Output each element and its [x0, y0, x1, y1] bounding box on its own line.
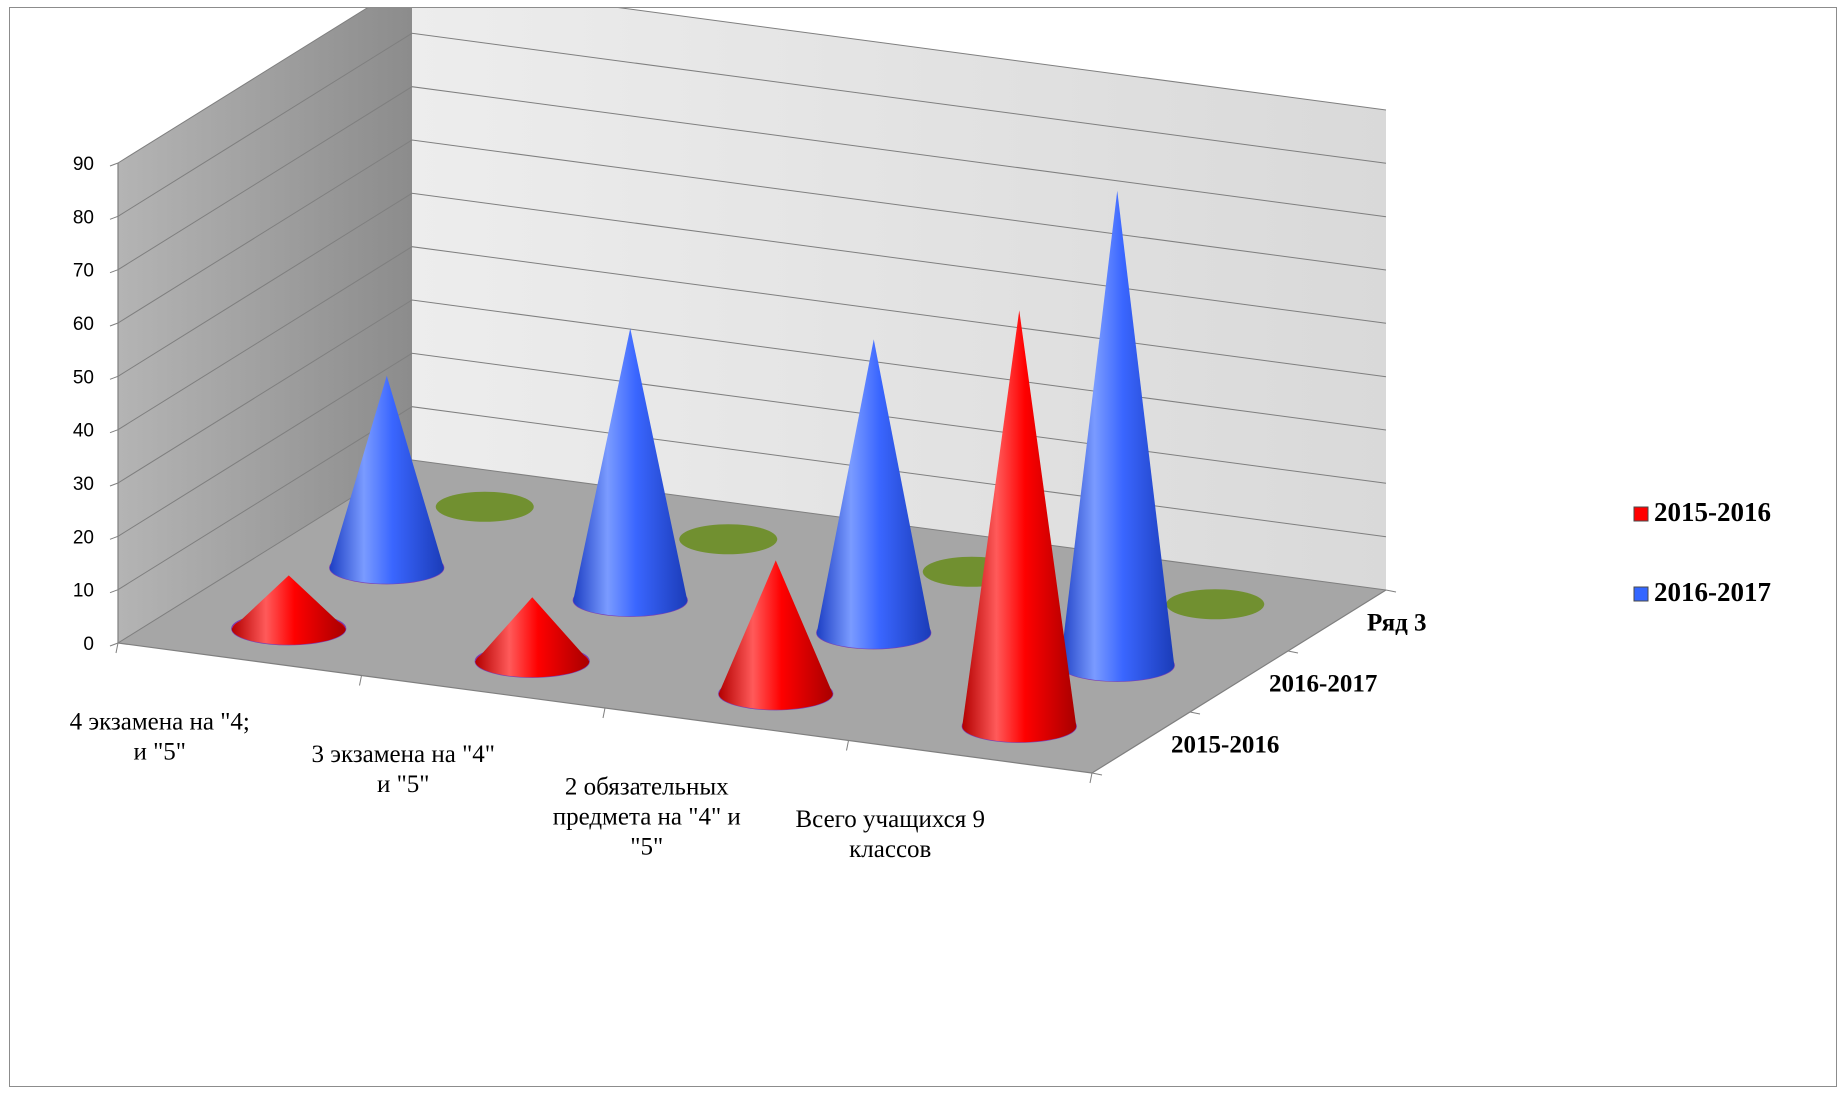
- depth-tick-mark: [1385, 589, 1397, 593]
- y-tick-label: 90: [73, 154, 94, 175]
- cone-2015-2016-3: [718, 560, 834, 711]
- x-category-label-line: Всего учащихся 9: [796, 806, 985, 833]
- gridline: [117, 352, 1387, 537]
- cone-chart-3d: 0 10 20 30 40 50 60 70 80 90 4 экзамена на "4; и "5…: [70, 8, 1771, 863]
- cone-body: [231, 575, 346, 645]
- x-tick-mark: [602, 707, 606, 719]
- x-tick-mark: [115, 642, 119, 654]
- x-category-label-line: и "5": [133, 738, 186, 765]
- cone-marks: [231, 190, 1265, 743]
- cone-2016-2017-2: [572, 328, 688, 617]
- y-tick-mark: [109, 482, 119, 487]
- y-tick-mark: [109, 215, 119, 220]
- cone-body: [718, 560, 833, 710]
- y-tick-label: 70: [73, 261, 94, 282]
- y-tick-label: 60: [73, 314, 94, 335]
- y-tick-label: 50: [73, 367, 94, 388]
- gridline: [117, 459, 1387, 644]
- cone-2016-2017-4: [1059, 190, 1175, 682]
- y-tick-label: 10: [73, 581, 94, 602]
- gridline: [117, 192, 1387, 377]
- y-tick-mark: [109, 642, 119, 647]
- gridline: [117, 406, 1387, 591]
- x-category-label-line: предмета на "4" и: [553, 803, 741, 830]
- legend-label: 2016-2017: [1654, 577, 1771, 607]
- cone-base-flat: [679, 524, 778, 555]
- cone-2016-2017-3: [816, 339, 932, 650]
- depth-tick-mark: [1091, 772, 1103, 776]
- x-category-label-line: классов: [849, 836, 931, 863]
- axis-labels: 0 10 20 30 40 50 60 70 80 90 4 экзамена на "4; и "5…: [70, 154, 1427, 863]
- depth-tick-mark: [1189, 711, 1201, 715]
- x-category-label: 3 экзамена на "4" и "5": [311, 741, 495, 798]
- depth-tick-mark: [1287, 650, 1299, 654]
- depth-axis-line: [1091, 589, 1387, 774]
- cone-body: [816, 339, 931, 649]
- legend-swatch: [1633, 586, 1649, 602]
- cone-Ряд 3-2: [679, 524, 778, 555]
- left-wall: [118, 8, 412, 643]
- x-tick-mark: [846, 740, 849, 751]
- x-category-label-line: 2 обязательных: [565, 773, 729, 800]
- cone-body: [475, 597, 590, 678]
- x-category-label-line: 4 экзамена на "4;: [70, 708, 250, 735]
- y-tick-label: 0: [83, 634, 94, 655]
- y-tick-mark: [109, 269, 119, 274]
- x-category-label: Всего учащихся 9 классов: [796, 806, 985, 863]
- cone-2015-2016-1: [231, 575, 347, 646]
- cone-Ряд 3-4: [1166, 589, 1265, 620]
- x-tick-mark: [359, 675, 362, 686]
- axes: [109, 162, 1397, 784]
- x-category-label-line: 3 экзамена на "4": [311, 741, 495, 768]
- y-tick-mark: [109, 162, 119, 167]
- cone-2015-2016-4: [961, 310, 1077, 743]
- cone-base-flat: [1166, 589, 1265, 620]
- chart-frame: 0 10 20 30 40 50 60 70 80 90 4 экзамена на "4; и "5…: [9, 7, 1837, 1087]
- gridline: [117, 246, 1387, 431]
- cone-body: [962, 310, 1077, 743]
- x-category-label: 4 экзамена на "4; и "5": [70, 708, 250, 765]
- y-tick-label: 80: [73, 207, 94, 228]
- gridline: [117, 32, 1387, 217]
- y-tick-label: 20: [73, 527, 94, 548]
- y-tick-mark: [109, 375, 119, 380]
- gridline: [117, 299, 1387, 484]
- y-tick-label: 30: [73, 474, 94, 495]
- x-category-label-line: и "5": [377, 771, 430, 798]
- y-tick-label: 40: [73, 421, 94, 442]
- y-tick-mark: [109, 589, 119, 594]
- cone-body: [1060, 190, 1175, 682]
- cone-Ряд 3-1: [435, 491, 534, 522]
- gridlines: [117, 8, 1387, 644]
- y-tick-mark: [109, 322, 119, 327]
- legend: 2015-2016 2016-2017: [1633, 497, 1771, 607]
- gridline: [117, 8, 1387, 164]
- cone-2016-2017-1: [329, 375, 445, 585]
- depth-axis-label: 2015-2016: [1171, 732, 1279, 759]
- x-category-label-line: "5": [630, 833, 663, 860]
- cone-2015-2016-2: [474, 597, 590, 678]
- cone-body: [573, 328, 688, 617]
- y-tick-mark: [109, 535, 119, 540]
- gridline: [117, 86, 1387, 271]
- depth-axis-label: 2016-2017: [1269, 671, 1377, 698]
- legend-swatch: [1633, 506, 1649, 522]
- x-tick-mark: [1089, 772, 1093, 784]
- cone-base-flat: [435, 491, 534, 522]
- cone-body: [329, 375, 444, 584]
- legend-label: 2015-2016: [1654, 497, 1771, 527]
- x-category-label: 2 обязательных предмета на "4" и "5": [553, 773, 741, 860]
- gridline: [117, 139, 1387, 324]
- y-tick-mark: [109, 429, 119, 434]
- depth-axis-label: Ряд 3: [1367, 610, 1427, 637]
